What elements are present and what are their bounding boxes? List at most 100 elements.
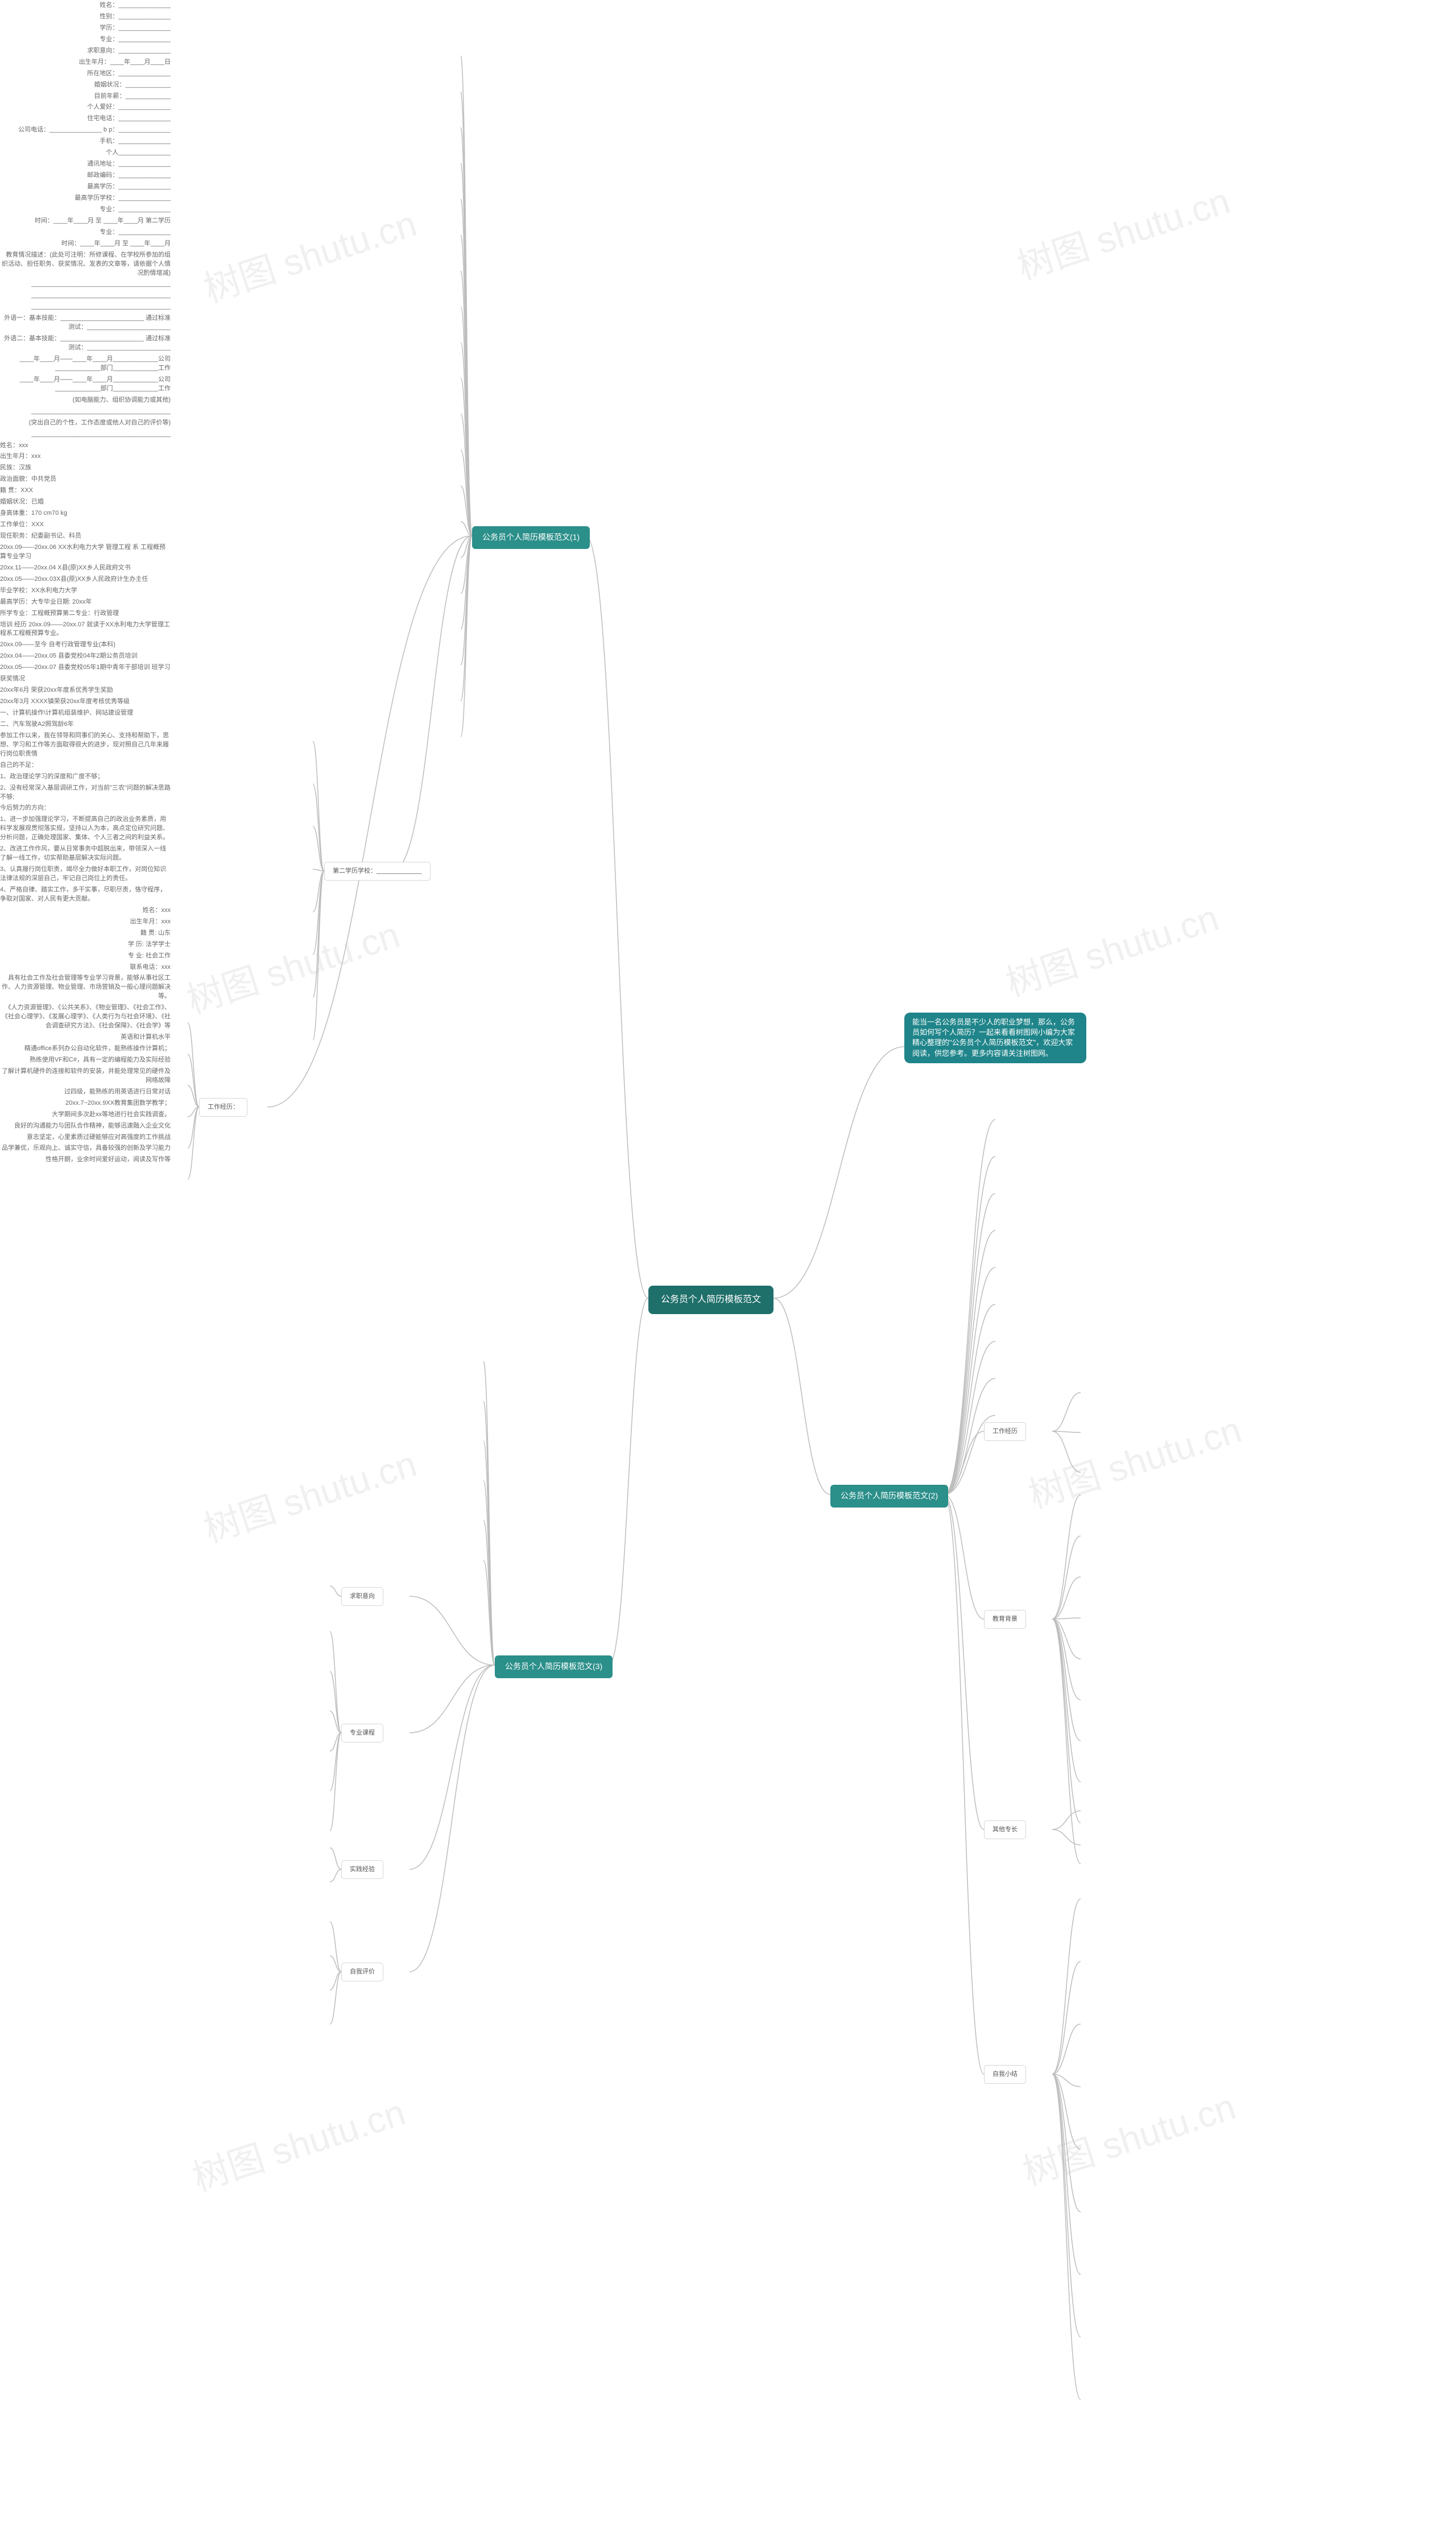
leaf: 2、改进工作作风，要从日常事务中超脱出来，带领深入一线了解一线工作，切实帮助基层…: [0, 844, 171, 864]
branch-node: 公务员个人简历模板范文(1): [472, 526, 590, 549]
leaf: ________________________________________: [0, 406, 171, 418]
leaf: 姓名：xxx: [0, 905, 171, 916]
leaf: 学历：_______________: [0, 23, 171, 34]
watermark: 树图 shutu.cn: [1021, 1401, 1247, 1518]
leaf: 毕业学校：XX水利电力大学: [0, 585, 171, 597]
leaf: 今后努力的方向：: [0, 803, 171, 814]
watermark: 树图 shutu.cn: [196, 1435, 422, 1552]
leaf: 英语和计算机水平: [0, 1032, 171, 1043]
leaf: 20xx年6月 荣获20xx年度系优秀学生奖励: [0, 685, 171, 696]
leaf: 2、没有经常深入基层调研工作，对当前"三农"问题的解决思路不够;: [0, 783, 171, 803]
leaf: (如电脑能力、组织协调能力或其他): [0, 395, 171, 406]
leaf: 1、进一步加强理论学习，不断提高自己的政治业务素质，用科学发展观贯彻落实规，坚持…: [0, 814, 171, 844]
sub-node: 求职意向: [341, 1587, 383, 1606]
leaf: 过四级，能熟练的用英语进行日常对话: [0, 1087, 171, 1098]
leaf: 了解计算机硬件的连接和软件的安装，并能处理常见的硬件及网络故障: [0, 1066, 171, 1087]
leaf: ________________________________________: [0, 279, 171, 290]
sub-node: 自我小结: [984, 2065, 1026, 2084]
leaf: 公司电话：_______________ b p：_______________: [0, 125, 171, 136]
leaf: 个人爱好：_______________: [0, 102, 171, 113]
leaf: 性别：_______________: [0, 11, 171, 23]
leaf: 《人力资源管理》、《公共关系》、《物业管理》、《社会工作》、《社会心理学》、《发…: [0, 1002, 171, 1032]
root-node: 公务员个人简历模板范文: [648, 1286, 774, 1314]
leaf: 手机：_______________: [0, 136, 171, 147]
leaf: 二、汽车驾驶A2照驾龄6年: [0, 719, 171, 730]
leaf: 20xx.7~20xx.9XX教育集团数学教学；: [0, 1098, 171, 1109]
leaf: ________________________________________: [0, 290, 171, 302]
leaf: 一、计算机操作\计算机组装维护、网站建设管理: [0, 708, 171, 719]
leaf: 20xx.11——20xx.04 X县(原)XX乡人民政府文书: [0, 563, 171, 574]
branch-node: 公务员个人简历模板范文(3): [495, 1655, 613, 1678]
watermark: 树图 shutu.cn: [196, 195, 422, 312]
leaf: 20xx.05——20xx.07 县委党校05年1期中青年干部培训 班学习: [0, 662, 171, 674]
leaf: ____年____月——____年____月_____________公司___…: [0, 354, 171, 374]
leaf: 性格开朗，业余时间爱好运动，阅读及写作等: [0, 1154, 171, 1166]
leaf: 政治面貌：中共党员: [0, 474, 159, 485]
leaf: 出生年月：____年____月____日: [0, 57, 171, 68]
leaf: 培训 经历 20xx.09——20xx.07 就读于XX水利电力大学管理工程系工…: [0, 620, 171, 640]
leaf: 专业：_______________: [0, 34, 171, 46]
leaf: 良好的沟通能力与团队合作精神，能够迅速融入企业文化: [0, 1121, 171, 1132]
leaf: 民族：汉族: [0, 462, 159, 474]
leaf: 籍 贯: 山东: [0, 928, 171, 939]
leaf: 外语一：基本技能：________________________ 通过标准测试…: [0, 313, 171, 333]
leaf: 20xx年3月 XXXX镇荣获20xx年度考核优秀等级: [0, 696, 171, 708]
intro-node: 能当一名公务员是不少人的职业梦想，那么，公务员如何写个人简历？一起来看看树图网小…: [904, 1013, 1086, 1063]
leaf: 具有社会工作及社会管理等专业学习背景，能够从事社区工作、人力资源管理、物业管理、…: [0, 973, 171, 1002]
leaf: 专业：_______________: [0, 227, 171, 238]
leaf: 专 业: 社会工作: [0, 951, 171, 962]
leaf: 3、认真履行岗位职责，竭尽全力做好本职工作，对岗位知识法律法规的深层自己，牢记自…: [0, 864, 171, 885]
leaf: ____年____月——____年____月_____________公司___…: [0, 374, 171, 395]
leaf: 熟练使用VF和C#，具有一定的编程能力及实际经验: [0, 1055, 171, 1066]
watermark: 树图 shutu.cn: [1010, 172, 1235, 290]
leaf: 出生年月：xxx: [0, 451, 159, 462]
leaf: 出生年月：xxx: [0, 916, 171, 928]
leaf: 最高学历：_______________: [0, 181, 171, 193]
leaf: 籍 贯：XXX: [0, 485, 159, 497]
leaf: 大学期间多次赴xx等地进行社会实践调查。: [0, 1109, 171, 1121]
watermark: 树图 shutu.cn: [179, 906, 405, 1023]
leaf: 最高学历：大专毕业日期: 20xx年: [0, 597, 171, 608]
sub-node: 工作经历：: [199, 1098, 247, 1117]
leaf: 外语二：基本技能：________________________ 通过标准测试…: [0, 333, 171, 354]
edge-layer: [0, 0, 1456, 2548]
leaf: 20xx.04——20xx.05 县委党校04年2期公务员培训: [0, 651, 171, 662]
leaf: 姓名：xxx: [0, 440, 159, 452]
leaf: 个人_______________: [0, 147, 171, 159]
leaf: 4、严格自律、踏实工作，多干实事，尽职尽责，恪守程序，争取对国家、对人民有更大贡…: [0, 885, 171, 905]
leaf: 20xx.09——20xx.06 XX水利电力大学 管理工程 系 工程概预算专业…: [0, 542, 171, 563]
leaf: 品学兼优，乐观向上、诚实守信，具备较强的创新及学习能力: [0, 1143, 171, 1154]
leaf: 求职意向：_______________: [0, 46, 171, 57]
leaf: (突出自己的个性，工作态度或他人对自己的评价等): [0, 418, 171, 429]
watermark: 树图 shutu.cn: [185, 2083, 411, 2201]
leaf: 工作单位：XXX: [0, 519, 159, 531]
leaf: 所在地区：_______________: [0, 68, 171, 80]
sub-node: 工作经历: [984, 1422, 1026, 1441]
branch-node: 公务员个人简历模板范文(2): [830, 1485, 948, 1508]
leaf: 最高学历学校：_______________: [0, 193, 171, 204]
sub-node: 其他专长: [984, 1820, 1026, 1839]
leaf: 住宅电话：_______________: [0, 113, 171, 125]
leaf: 身高体重：170 cm70 kg: [0, 508, 159, 519]
leaf: 专业：_______________: [0, 204, 171, 216]
leaf: 1、政治理论学习的深度和广度不够；: [0, 771, 171, 783]
leaf: 精通office系列办公自动化软件，能熟练操作计算机；: [0, 1043, 171, 1055]
sub-node: 第二学历学校：_____________: [324, 862, 431, 881]
leaf: ________________________________________: [0, 302, 171, 313]
sub-node: 实践经验: [341, 1860, 383, 1879]
leaf: 自己的不足：: [0, 760, 171, 771]
leaf: 通讯地址：_______________: [0, 159, 171, 170]
leaf: 时间：____年____月 至 ____年____月 第二学历: [0, 216, 171, 227]
sub-node: 自我评价: [341, 1963, 383, 1981]
leaf: 参加工作以来，我在领导和同事们的关心、支持和帮助下，思想、学习和工作等方面取得很…: [0, 730, 171, 760]
leaf: 现任职务：纪委副书记、科员: [0, 531, 159, 542]
leaf: 婚姻状况：已婚: [0, 497, 159, 508]
leaf: 意志坚定，心里素质过硬能够应对高强度的工作挑战: [0, 1132, 171, 1143]
leaf: 所学专业：工程概预算第二专业：行政管理: [0, 608, 171, 620]
leaf: 20xx.09——至今 自考行政管理专业(本科): [0, 639, 171, 651]
leaf: 教育情况描述：(此处可注明：所修课程、在学校所参加的组织活动、担任职务、获奖情况…: [0, 250, 171, 279]
leaf: 学 历: 法学学士: [0, 939, 171, 951]
leaf: 婚姻状况：_____________: [0, 80, 171, 91]
watermark: 树图 shutu.cn: [1015, 2078, 1241, 2195]
leaf: 联系电话：xxx: [0, 962, 171, 973]
